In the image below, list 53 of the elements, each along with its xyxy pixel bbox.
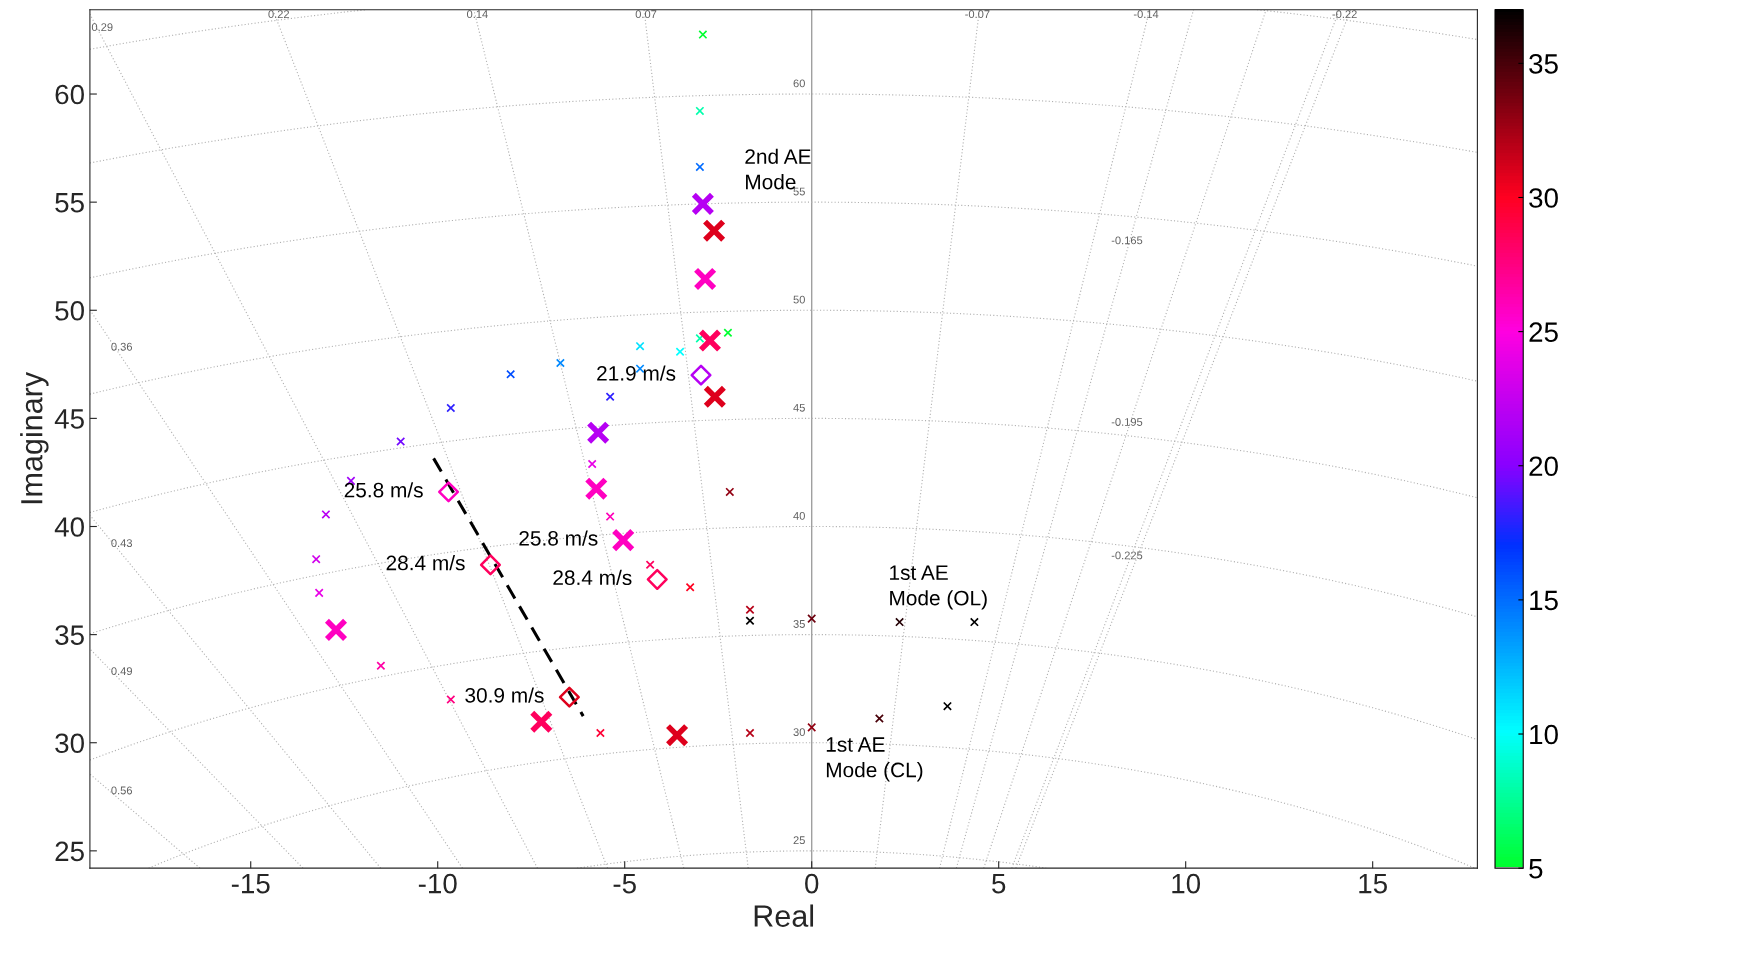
annotation: -0.22: [1332, 10, 1357, 19]
annotation: 50: [793, 295, 805, 304]
color-bar-label: 5: [1529, 859, 1543, 879]
annotation: 25.8 m/s: [519, 530, 598, 546]
annotation: 25.8 m/s: [344, 482, 423, 498]
y-tick-label: 30: [55, 733, 84, 754]
annotation: 0.22: [268, 10, 290, 19]
annotation: 25: [793, 836, 805, 845]
annotation: 0.43: [111, 539, 133, 548]
x-tick-label: 10: [1172, 873, 1201, 894]
color-bar-label: 15: [1530, 590, 1558, 611]
annotation: 35: [793, 620, 805, 628]
annotation: -0.195: [1111, 418, 1143, 426]
annotation: 28.4 m/s: [553, 569, 632, 586]
x-tick-label: -15: [231, 874, 270, 894]
annotation: 0.56: [111, 786, 133, 795]
y-tick-label: 25: [55, 841, 84, 862]
annotation: 30.9 m/s: [465, 687, 544, 703]
annotation: -0.165: [1111, 236, 1143, 245]
annotation: 60: [793, 79, 805, 88]
annotation: 1st AE Mode (CL): [826, 737, 923, 782]
x-tick-label: -10: [418, 873, 457, 894]
y-tick-label: 40: [54, 517, 84, 537]
annotation: -0.14: [1133, 10, 1159, 19]
x-axis-title: Real: [754, 904, 814, 927]
annotation: 30: [793, 728, 805, 736]
x-tick-label: 5: [992, 874, 1006, 894]
color-bar-label: 30: [1529, 188, 1558, 208]
annotation: 28.4 m/s: [386, 555, 465, 571]
y-tick-label: 55: [55, 193, 84, 213]
annotation: 21.9 m/s: [597, 365, 676, 381]
color-bar-label: 35: [1529, 54, 1558, 74]
annotation: 45: [793, 403, 805, 412]
x-tick-label: 0: [805, 873, 819, 894]
annotation: -0.07: [965, 10, 990, 19]
y-tick-label: 60: [55, 84, 84, 105]
y-tick-label: 45: [54, 409, 84, 429]
annotation: 0.14: [466, 10, 488, 19]
annotation: 1st AE Mode (OL): [890, 565, 987, 610]
color-bar-label: 20: [1529, 456, 1558, 477]
y-axis-title: Imaginary: [20, 371, 49, 504]
x-tick-label: -5: [613, 874, 636, 894]
annotation: 40: [793, 511, 805, 520]
color-bar-label: 25: [1529, 322, 1558, 342]
x-tick-label: 15: [1359, 874, 1387, 894]
annotation: -0.225: [1111, 551, 1143, 560]
annotation: 0.36: [111, 342, 133, 351]
annotation: 0.07: [635, 10, 657, 19]
annotation: 0.49: [111, 667, 132, 676]
color-bar-label: 10: [1530, 724, 1558, 745]
y-tick-label: 35: [55, 625, 84, 645]
y-tick-label: 50: [55, 300, 84, 321]
annotation: 0.29: [91, 23, 113, 32]
